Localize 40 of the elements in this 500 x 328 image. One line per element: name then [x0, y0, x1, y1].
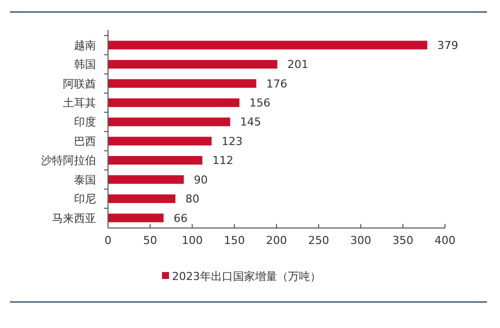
- bar: [108, 136, 212, 146]
- data-label: 90: [194, 173, 208, 186]
- y-tick-label: 印尼: [74, 192, 96, 206]
- data-label: 66: [174, 212, 188, 225]
- bar: [108, 175, 184, 184]
- data-label: 112: [212, 154, 234, 168]
- y-tick-label: 韩国: [74, 58, 96, 72]
- y-tick-label: 土耳其: [63, 96, 96, 110]
- y-tick-label: 印度: [74, 116, 96, 129]
- y-tick-label: 越南: [74, 38, 96, 52]
- bar: [108, 194, 176, 204]
- bar: [108, 98, 240, 108]
- data-label: 156: [249, 96, 270, 110]
- x-tick-label: 250: [308, 234, 330, 247]
- x-tick-label: 100: [182, 234, 203, 247]
- y-tick-label: 巴西: [74, 134, 96, 148]
- bar: [108, 60, 278, 69]
- y-tick-label: 阿联酋: [63, 77, 96, 90]
- data-label: 123: [222, 134, 243, 148]
- bar: [108, 118, 230, 126]
- y-tick-label: 马来西亚: [52, 212, 96, 225]
- data-label: 145: [240, 116, 262, 129]
- x-tick-label: 200: [266, 234, 287, 247]
- data-label: 176: [266, 77, 288, 90]
- bar: [108, 40, 428, 50]
- bar: [108, 156, 202, 165]
- x-tick-label: 0: [104, 234, 112, 247]
- x-tick-label: 300: [350, 234, 372, 247]
- y-tick-label: 沙特阿拉伯: [41, 154, 96, 168]
- bar: [108, 79, 256, 88]
- data-label: 80: [185, 192, 200, 206]
- legend-label: 2023年出口国家增量（万吨）: [172, 270, 321, 283]
- x-tick-label: 150: [224, 234, 245, 247]
- y-tick-label: 泰国: [74, 173, 96, 186]
- bar: [108, 214, 164, 222]
- x-tick-label: 50: [143, 234, 158, 247]
- x-tick-label: 350: [392, 234, 414, 247]
- data-label: 201: [287, 58, 308, 72]
- data-label: 379: [437, 38, 458, 52]
- x-tick-label: 400: [434, 234, 456, 247]
